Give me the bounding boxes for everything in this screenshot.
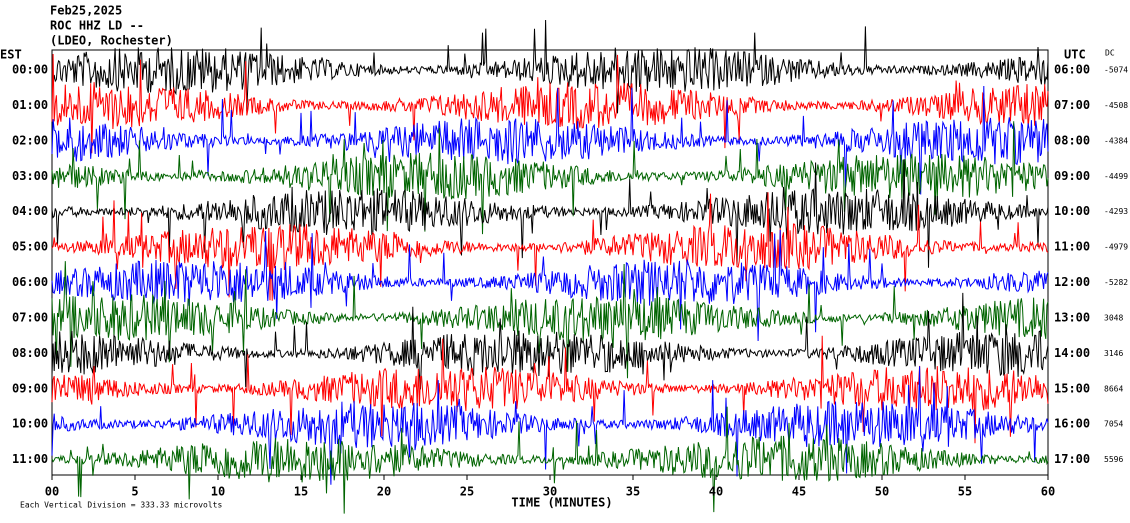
- right-axis-title: UTC: [1064, 48, 1086, 62]
- utc-label: 06:00: [1054, 63, 1090, 77]
- dc-label: 7054: [1104, 420, 1123, 429]
- traces: [51, 19, 1049, 514]
- seismic-trace: [51, 192, 1049, 301]
- est-label: 00:00: [12, 63, 48, 77]
- dc-label: -4499: [1104, 172, 1128, 181]
- utc-label: 13:00: [1054, 310, 1090, 324]
- est-label: 11:00: [12, 452, 48, 466]
- x-tick-label: 10: [211, 485, 225, 499]
- utc-label: 12:00: [1054, 275, 1090, 289]
- est-label: 05:00: [12, 240, 48, 254]
- est-label: 03:00: [12, 169, 48, 183]
- utc-label: 11:00: [1054, 240, 1090, 254]
- utc-label: 17:00: [1054, 452, 1090, 466]
- seismic-trace: [51, 85, 1049, 195]
- x-tick-label: 15: [294, 485, 308, 499]
- seismic-trace: [51, 261, 1049, 379]
- x-tick-label: 20: [377, 485, 391, 499]
- seismic-trace: [51, 121, 1049, 235]
- est-label: 06:00: [12, 275, 48, 289]
- utc-label: 15:00: [1054, 381, 1090, 395]
- x-tick-label: 50: [875, 485, 889, 499]
- est-label: 10:00: [12, 417, 48, 431]
- x-tick-label: 00: [45, 485, 59, 499]
- est-label: 09:00: [12, 381, 48, 395]
- seismic-trace: [51, 159, 1049, 268]
- dc-label: -5074: [1104, 66, 1128, 75]
- plot-frame: [51, 49, 1049, 476]
- x-tick-label: 55: [958, 485, 972, 499]
- utc-label: 09:00: [1054, 169, 1090, 183]
- x-tick-label: 60: [1041, 485, 1055, 499]
- est-label: 01:00: [12, 98, 48, 112]
- utc-label: 16:00: [1054, 417, 1090, 431]
- est-label: 02:00: [12, 133, 48, 147]
- dc-label: -4979: [1104, 243, 1128, 252]
- seismic-trace: [51, 292, 1049, 390]
- dc-label: 3146: [1104, 349, 1123, 358]
- x-tick-label: 25: [460, 485, 474, 499]
- x-tick-label: 45: [792, 485, 806, 499]
- dc-label: -4384: [1104, 136, 1128, 145]
- utc-label: 14:00: [1054, 346, 1090, 360]
- dc-label: -5282: [1104, 278, 1128, 287]
- x-axis-title: TIME (MINUTES): [511, 496, 612, 510]
- dc-label: 8664: [1104, 384, 1123, 393]
- est-label: 04:00: [12, 204, 48, 218]
- dc-label: 5596: [1104, 455, 1123, 464]
- dc-label: -4508: [1104, 101, 1128, 110]
- est-label: 08:00: [12, 346, 48, 360]
- utc-label: 10:00: [1054, 204, 1090, 218]
- dc-label: 3048: [1104, 313, 1123, 322]
- station: ROC HHZ LD --: [50, 19, 144, 33]
- utc-label: 08:00: [1054, 133, 1090, 147]
- seismic-trace: [51, 229, 1049, 342]
- footer: Each Vertical Division = 333.33 microvol…: [20, 501, 222, 510]
- date: Feb25,2025: [50, 4, 122, 18]
- x-tick-label: 5: [131, 485, 138, 499]
- network: (LDEO, Rochester): [50, 34, 173, 48]
- seismic-trace: [51, 366, 1049, 485]
- left-axis-title: EST: [0, 48, 22, 62]
- dc-label: -4293: [1104, 207, 1128, 216]
- x-tick-label: 40: [709, 485, 723, 499]
- x-tick-label: 30: [543, 485, 557, 499]
- dc-title: DC: [1105, 49, 1115, 58]
- utc-label: 07:00: [1054, 98, 1090, 112]
- x-tick-label: 35: [626, 485, 640, 499]
- seismic-trace: [51, 335, 1049, 444]
- seismic-trace: [51, 406, 1049, 514]
- est-label: 07:00: [12, 310, 48, 324]
- seismic-trace: [51, 53, 1049, 154]
